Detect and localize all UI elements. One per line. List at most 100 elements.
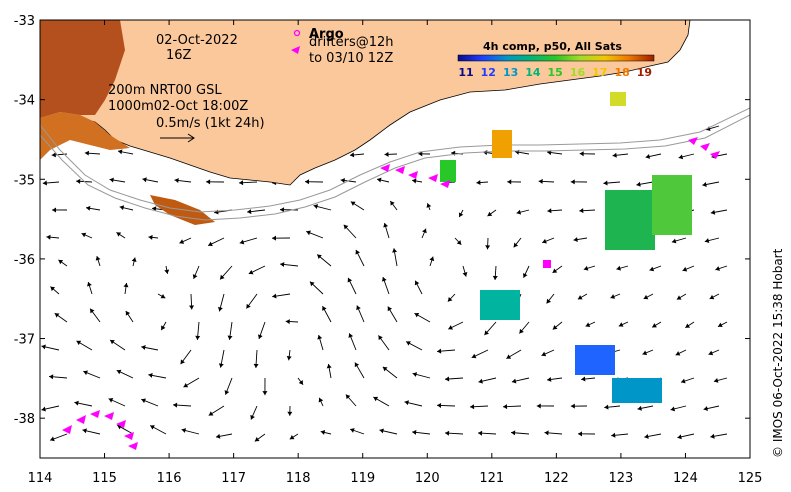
y-axis-ticks: -33 -34 -35 -36 -37 -38 xyxy=(14,14,750,427)
current-arrow xyxy=(487,209,497,217)
current-arrow xyxy=(547,208,563,214)
current-arrow xyxy=(180,349,192,365)
current-arrow xyxy=(148,234,159,240)
current-arrow xyxy=(378,335,390,351)
current-arrow xyxy=(49,374,68,380)
current-arrow xyxy=(109,339,126,351)
current-arrow xyxy=(343,224,357,239)
current-arrow xyxy=(239,180,258,186)
current-arrow xyxy=(306,230,324,239)
colorbar-tick-label: 19 xyxy=(637,66,652,79)
current-arrow xyxy=(546,376,563,382)
current-arrow xyxy=(478,430,497,436)
current-arrow xyxy=(414,280,423,295)
argo-marker-icon xyxy=(293,29,301,37)
current-vector-field xyxy=(41,125,728,442)
sst-patch-cyan-1 xyxy=(612,378,662,403)
current-arrow xyxy=(89,308,101,323)
drifter-label-line-1: drifters@12h xyxy=(309,35,394,50)
current-arrow xyxy=(583,265,596,271)
current-arrow xyxy=(538,178,555,184)
current-arrow xyxy=(541,349,555,357)
current-arrow xyxy=(95,255,101,267)
credit-text: © IMOS 06-Oct-2022 15:38 Hobart xyxy=(771,248,785,458)
current-arrow xyxy=(445,376,464,382)
current-arrow xyxy=(381,276,390,295)
current-arrow xyxy=(384,151,398,157)
current-arrow xyxy=(715,265,728,271)
info-depth-line-2: 1000m02-Oct 18:00Z xyxy=(108,99,248,114)
current-arrow xyxy=(703,405,720,411)
current-arrow xyxy=(389,200,398,211)
y-tick-label: -34 xyxy=(14,94,35,109)
current-arrow xyxy=(54,312,68,323)
current-arrow xyxy=(710,209,728,215)
current-arrow xyxy=(173,402,192,408)
colorbar-gradient xyxy=(457,54,655,62)
current-arrow xyxy=(573,237,588,243)
current-arrow xyxy=(246,293,258,309)
current-arrow xyxy=(414,312,431,323)
current-arrow xyxy=(123,282,129,295)
current-arrow xyxy=(262,377,268,396)
current-arrow xyxy=(513,237,522,248)
current-arrow xyxy=(257,321,266,340)
current-arrow xyxy=(349,428,365,435)
current-arrow xyxy=(116,369,134,379)
current-arrow xyxy=(476,180,489,186)
current-arrow xyxy=(577,293,588,300)
current-arrow xyxy=(183,377,200,388)
current-arrow xyxy=(280,262,299,267)
current-arrow xyxy=(376,177,390,183)
current-arrow xyxy=(383,222,390,239)
current-arrow xyxy=(41,344,60,351)
current-arrow xyxy=(85,205,101,211)
current-arrow xyxy=(164,265,170,274)
x-tick-label: 114 xyxy=(28,471,53,486)
current-arrow xyxy=(418,151,431,157)
current-arrow xyxy=(644,433,662,439)
current-arrow xyxy=(248,265,266,275)
current-arrow xyxy=(49,433,68,442)
current-arrow xyxy=(645,153,662,159)
current-arrow xyxy=(708,349,720,356)
y-tick-label: -38 xyxy=(14,412,35,427)
current-arrow xyxy=(119,205,134,211)
current-arrow xyxy=(148,372,167,379)
current-arrow xyxy=(289,433,299,440)
sst-patch-west xyxy=(40,20,125,118)
plot-frame xyxy=(39,19,751,459)
current-arrow xyxy=(470,404,489,410)
current-arrow xyxy=(649,265,662,272)
drifter-track-central xyxy=(380,164,450,188)
info-hour: 16Z xyxy=(166,48,192,63)
current-arrow xyxy=(546,293,555,304)
current-arrow xyxy=(412,429,431,435)
current-arrow xyxy=(577,431,596,437)
current-arrow xyxy=(612,152,629,158)
current-arrow xyxy=(116,232,126,239)
current-arrow xyxy=(570,403,588,409)
current-arrow xyxy=(87,281,93,295)
current-arrow xyxy=(279,207,299,213)
current-arrow xyxy=(603,180,621,186)
sst-patch-orange-1 xyxy=(492,130,512,158)
info-depth-line-1: 200m NRT00 GSL xyxy=(108,83,222,98)
current-arrow xyxy=(349,152,365,158)
current-arrow xyxy=(318,397,324,407)
current-arrow xyxy=(447,293,456,302)
current-arrow xyxy=(429,256,435,267)
current-arrow xyxy=(208,405,225,416)
current-arrow xyxy=(458,209,464,218)
colorbar-tick-label: 16 xyxy=(570,66,586,79)
current-arrow xyxy=(142,177,159,183)
current-arrow xyxy=(506,349,522,359)
sst-patch-west-edge xyxy=(40,112,130,160)
current-arrow xyxy=(484,321,497,336)
current-arrow xyxy=(254,433,266,442)
current-arrow xyxy=(304,179,324,185)
current-arrow xyxy=(108,398,126,407)
current-arrow xyxy=(356,305,365,323)
x-tick-label: 118 xyxy=(286,471,311,486)
